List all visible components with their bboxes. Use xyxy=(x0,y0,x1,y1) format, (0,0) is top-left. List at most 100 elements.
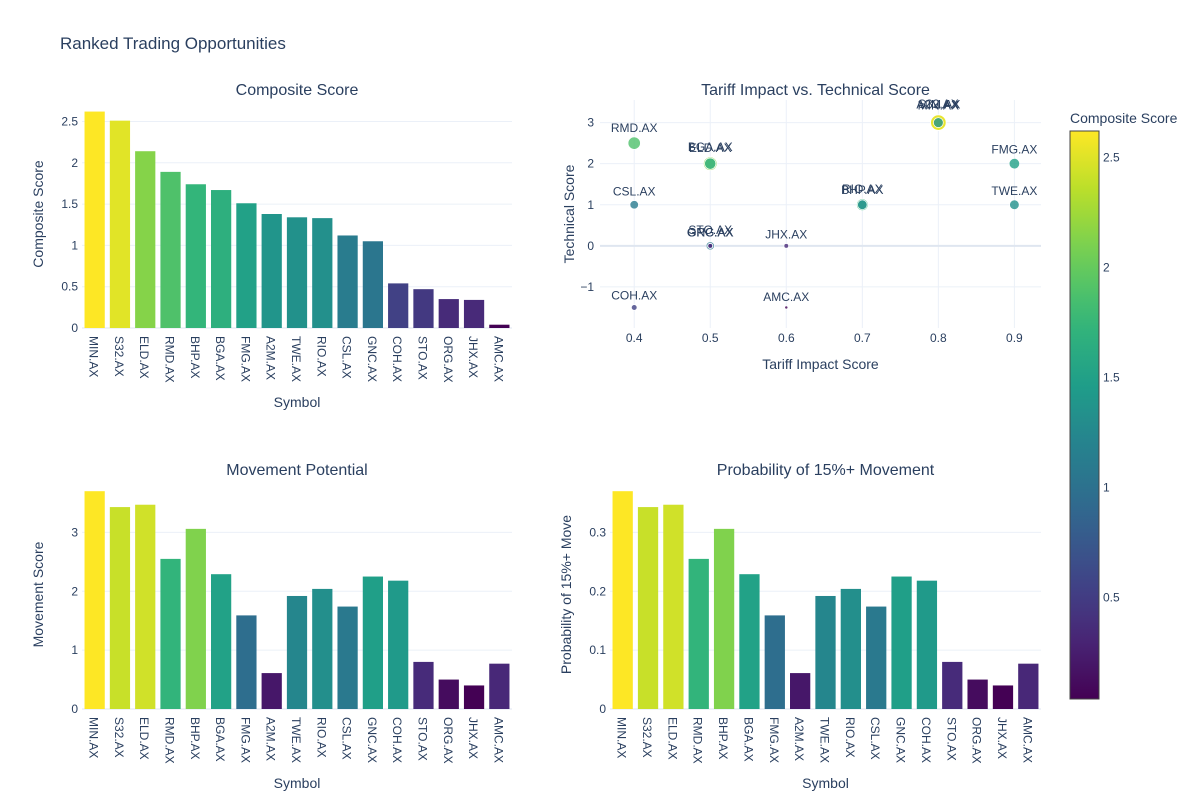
x-tick-label: RMD.AX xyxy=(163,717,177,764)
point-label: S32.AX xyxy=(918,97,959,111)
point-JHX.AX xyxy=(783,243,789,249)
x-tick-label: RIO.AX xyxy=(314,336,328,377)
y-tick-label: 1 xyxy=(71,643,78,657)
scatter-chart-1: 0.4 0.5 0.6 0.7 0.8 0.9 −1 0 1 2 3 MIN.AXS32.AXA2M.… xyxy=(561,82,1041,372)
x-tick-label: ELD.AX xyxy=(665,717,679,760)
bar-S32.AX xyxy=(637,507,659,709)
bar-MIN.AX xyxy=(84,491,105,709)
point-RIO.AX xyxy=(857,199,868,210)
bar-RMD.AX xyxy=(688,558,709,709)
bar-TWE.AX xyxy=(286,595,308,709)
point-AMC.AX xyxy=(784,305,789,310)
bar-BGA.AX xyxy=(211,190,232,328)
x-tick-label: JHX.AX xyxy=(466,336,480,378)
x-tick-label: STO.AX xyxy=(944,717,958,761)
bar-chart-3: 0 0.1 0.2 0.3 MIN.AX S32.AX ELD.AX RMD.AX BHP.AX… xyxy=(558,462,1041,791)
x-tick-label: ORG.AX xyxy=(970,717,984,764)
y-tick-label: 0.5 xyxy=(61,280,78,294)
bar-BGA.AX xyxy=(211,574,232,709)
bar-ORG.AX xyxy=(438,679,459,709)
bar-RIO.AX xyxy=(312,218,333,328)
bar-MIN.AX xyxy=(84,111,105,328)
colorbar-tick-label: 0.5 xyxy=(1103,591,1120,605)
bar-STO.AX xyxy=(942,661,963,709)
x-tick-label: RMD.AX xyxy=(691,717,705,764)
y-tick-label: 2 xyxy=(71,156,78,170)
x-tick-label: MIN.AX xyxy=(615,717,629,758)
y-axis-label: Composite Score xyxy=(30,160,46,268)
y-tick-label: 1.5 xyxy=(61,197,78,211)
x-axis-label: Tariff Impact Score xyxy=(762,356,879,372)
colorbar-tick-label: 1 xyxy=(1103,481,1110,495)
x-tick-label: RMD.AX xyxy=(163,336,177,383)
colorbar-gradient xyxy=(1069,130,1100,700)
x-tick-label: AMC.AX xyxy=(1020,717,1034,763)
y-tick-label: −1 xyxy=(580,280,594,294)
y-tick-label: 0 xyxy=(71,702,78,716)
bar-GNC.AX xyxy=(362,576,383,709)
bar-RIO.AX xyxy=(840,588,861,709)
point-label: GNC.AX xyxy=(687,226,733,240)
point-A2M.AX xyxy=(933,117,944,128)
y-axis-label: Movement Score xyxy=(30,541,46,647)
x-tick-label: MIN.AX xyxy=(87,717,101,758)
x-tick-label: FMG.AX xyxy=(767,717,781,763)
bar-GNC.AX xyxy=(891,576,912,709)
x-tick-label: 0.6 xyxy=(778,331,795,345)
x-tick-label: ORG.AX xyxy=(441,336,455,383)
point-label: BGA.AX xyxy=(688,140,733,154)
point-label: BHP.AX xyxy=(841,183,883,197)
point-label: STO.AX xyxy=(688,223,732,237)
bar-STO.AX xyxy=(413,661,434,709)
y-tick-label: 0.3 xyxy=(589,525,606,539)
bar-BHP.AX xyxy=(713,528,735,709)
bar-TWE.AX xyxy=(286,217,308,328)
x-tick-label: BHP.AX xyxy=(188,717,202,759)
point-TWE.AX xyxy=(1009,199,1020,210)
x-tick-label: ELD.AX xyxy=(137,717,151,760)
x-tick-label: COH.AX xyxy=(390,717,404,763)
colorbar-title: Composite Score xyxy=(1070,110,1178,126)
x-tick-label: A2M.AX xyxy=(264,336,278,380)
point-RMD.AX xyxy=(627,136,641,150)
x-tick-label: GNC.AX xyxy=(365,717,379,763)
subplot-title: Composite Score xyxy=(236,82,359,99)
x-axis-label: Symbol xyxy=(274,394,321,410)
x-tick-label: ELD.AX xyxy=(137,336,151,379)
x-tick-label: BGA.AX xyxy=(213,336,227,381)
bar-chart-2: 0 1 2 3 MIN.AX S32.AX ELD.AX RMD.AX BHP.AX BGA.AX… xyxy=(30,462,512,791)
x-tick-label: TWE.AX xyxy=(289,336,303,382)
x-tick-label: GNC.AX xyxy=(894,717,908,763)
point-FMG.AX xyxy=(1008,158,1020,170)
x-tick-label: GNC.AX xyxy=(365,336,379,382)
point-COH.AX xyxy=(631,304,638,311)
figure-title: Ranked Trading Opportunities xyxy=(60,34,286,53)
x-tick-label: COH.AX xyxy=(390,336,404,382)
bar-COH.AX xyxy=(388,580,409,709)
point-ORG.AX xyxy=(707,243,713,249)
bar-CSL.AX xyxy=(337,606,358,709)
x-tick-label: AMC.AX xyxy=(491,717,505,763)
x-tick-label: MIN.AX xyxy=(87,336,101,377)
bar-GNC.AX xyxy=(362,241,383,328)
x-tick-label: JHX.AX xyxy=(995,717,1009,759)
y-tick-label: 1 xyxy=(71,238,78,252)
bar-FMG.AX xyxy=(764,615,785,709)
point-label: CSL.AX xyxy=(613,184,656,198)
bar-ORG.AX xyxy=(967,679,988,709)
x-tick-label: S32.AX xyxy=(640,717,654,758)
x-tick-label: CSL.AX xyxy=(340,336,354,379)
subplot-title: Probability of 15%+ Movement xyxy=(717,462,935,479)
point-label: A2M.AX xyxy=(916,98,960,112)
point-BGA.AX xyxy=(704,157,717,170)
y-axis-label: Technical Score xyxy=(561,164,577,263)
point-label: COH.AX xyxy=(611,289,657,303)
y-tick-label: 3 xyxy=(71,525,78,539)
x-tick-label: BHP.AX xyxy=(716,717,730,759)
bar-CSL.AX xyxy=(337,235,358,328)
bar-ORG.AX xyxy=(438,299,459,328)
x-axis-label: Symbol xyxy=(274,775,321,791)
point-label: ELD.AX xyxy=(689,141,732,155)
x-tick-label: TWE.AX xyxy=(289,717,303,763)
